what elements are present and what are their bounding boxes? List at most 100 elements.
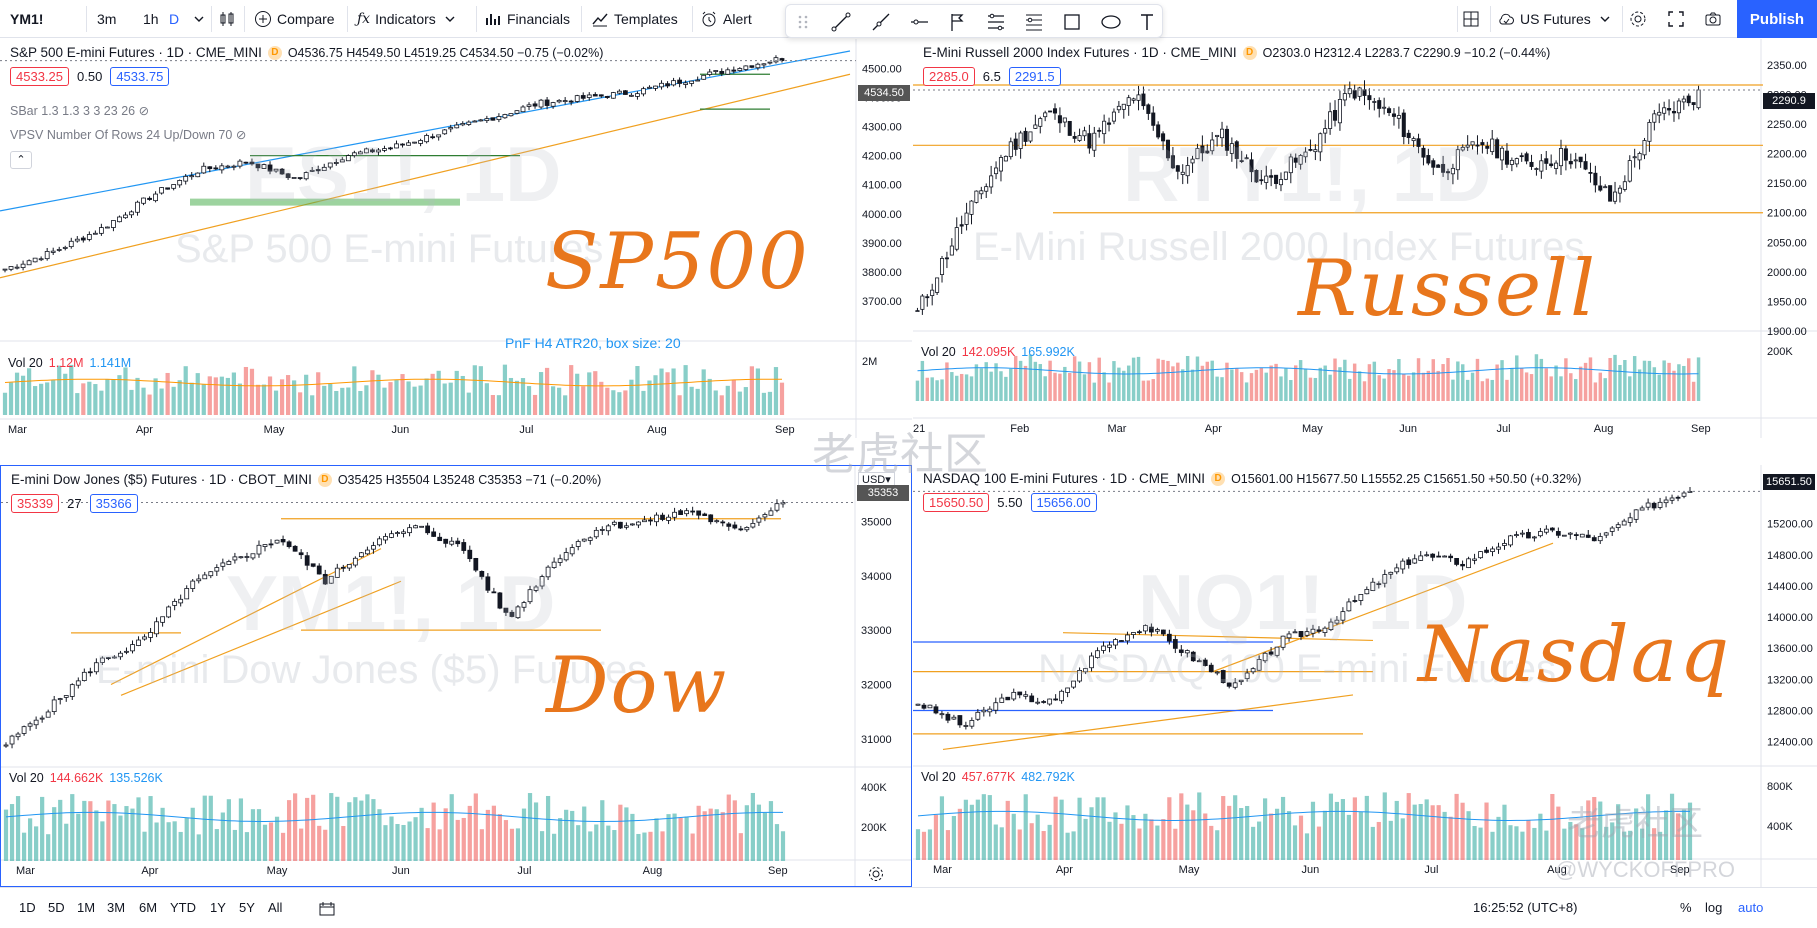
russell-chart-canvas[interactable]: 2350.002300.002250.002200.002150.002100.… (913, 39, 1817, 438)
publish-button[interactable]: Publish (1737, 0, 1817, 38)
bull-candle (1681, 492, 1687, 497)
sbar-indicator-label[interactable]: SBar 1.3 1.3 3 3 23 26 ⊘ (10, 103, 149, 118)
bear-candle (268, 543, 274, 546)
settings-button[interactable] (1629, 0, 1647, 38)
bull-candle (436, 134, 442, 138)
range-5d[interactable]: 5D (48, 900, 65, 915)
interval-1h[interactable]: 1h (143, 0, 159, 38)
volume-bar (605, 387, 610, 415)
auto-toggle[interactable]: auto (1738, 900, 1764, 915)
range-3m[interactable]: 3M (107, 900, 126, 915)
publish-label: Publish (1749, 10, 1805, 28)
volume-bar (1662, 360, 1666, 401)
volume-bar (630, 813, 635, 861)
fib-retracement-icon[interactable] (1023, 11, 1045, 33)
bull-candle (2, 268, 8, 271)
sp500-chart-canvas[interactable]: 4500.004400.004300.004200.004100.004000.… (0, 39, 912, 438)
volume-bar (702, 811, 707, 861)
vpsv-indicator-label[interactable]: VPSV Number Of Rows 24 Up/Down 70 ⊘ (10, 127, 246, 142)
bull-candle (1283, 171, 1288, 180)
bull-candle (460, 123, 466, 126)
chart-pane-dow[interactable]: 35000 34000 33000 32000 31000 400K 200K Mar Apr M… (0, 465, 912, 887)
interval-dropdown[interactable] (190, 0, 208, 38)
chart-pane-sp500[interactable]: 4500.004400.004300.004200.004100.004000.… (0, 39, 912, 438)
snapshot-button[interactable] (1704, 0, 1722, 38)
clock-display[interactable]: 16:25:52 (UTC+8) (1473, 900, 1578, 915)
watchlist-select[interactable]: US Futures (1497, 0, 1614, 38)
bull-candle (1328, 111, 1333, 129)
sp500-bid[interactable]: 4533.25 (10, 67, 69, 86)
volume-bar (171, 386, 176, 415)
financials-button[interactable]: Financials (484, 0, 570, 38)
indicators-button[interactable]: ƒx Indicators (357, 0, 459, 38)
russell-ask[interactable]: 2291.5 (1008, 67, 1061, 86)
sp500-ask[interactable]: 4533.75 (110, 67, 170, 86)
chart-settings-gear-icon[interactable] (867, 865, 885, 883)
volume-bar (576, 825, 581, 861)
eye-off-icon[interactable]: ⊘ (138, 104, 150, 118)
bear-candle (1578, 156, 1583, 163)
collapse-legend-button[interactable]: ⌃ (10, 151, 32, 169)
symbol-search[interactable]: YM1! (10, 0, 43, 38)
bull-candle (466, 121, 472, 125)
parallel-channel-icon[interactable] (985, 11, 1007, 33)
nasdaq-chart-canvas[interactable]: 15200.00 14800.00 14400.00 14000.00 13600.00… (913, 465, 1817, 887)
bull-candle (1220, 128, 1225, 139)
volume-bar (82, 800, 87, 861)
nasdaq-ask[interactable]: 15656.00 (1030, 493, 1097, 512)
dow-bid[interactable]: 35339 (11, 494, 60, 513)
range-1d[interactable]: 1D (19, 900, 36, 915)
goto-date-icon[interactable] (318, 900, 336, 918)
layout-button[interactable] (1462, 0, 1480, 38)
chart-pane-nasdaq[interactable]: 15200.00 14800.00 14400.00 14000.00 13600.00… (913, 465, 1817, 887)
percent-toggle[interactable]: % (1680, 900, 1692, 915)
bull-candle (226, 561, 232, 565)
bull-candle (1558, 148, 1564, 167)
chart-type-button[interactable] (218, 0, 236, 38)
eye-off-icon[interactable]: ⊘ (235, 128, 247, 142)
range-1m[interactable]: 1M (77, 900, 96, 915)
templates-button[interactable]: Templates (591, 0, 678, 38)
volume-bar (1603, 378, 1607, 401)
volume-bar (1343, 359, 1347, 401)
range-5y[interactable]: 5Y (239, 900, 255, 915)
bull-candle (989, 175, 994, 188)
ray-icon[interactable] (870, 11, 892, 33)
russell-bid-ask: 2285.0 6.5 2291.5 (923, 67, 1061, 86)
flag-icon[interactable] (947, 11, 969, 33)
interval-d[interactable]: D (169, 0, 179, 38)
bear-candle (1316, 629, 1322, 632)
trend-line-icon[interactable] (830, 11, 852, 33)
alert-button[interactable]: Alert (700, 0, 752, 38)
bull-candle (1615, 524, 1621, 528)
volume-bar (1348, 378, 1352, 401)
range-6m[interactable]: 6M (139, 900, 158, 915)
range-ytd[interactable]: YTD (170, 900, 196, 915)
interval-3m[interactable]: 3m (97, 0, 116, 38)
horizontal-ray-icon[interactable] (908, 11, 930, 33)
fullscreen-button[interactable] (1667, 0, 1685, 38)
ellipse-icon[interactable] (1100, 11, 1122, 33)
drag-handle-icon[interactable] (792, 11, 814, 33)
bear-candle (1583, 161, 1588, 170)
log-toggle[interactable]: log (1705, 900, 1723, 915)
chart-pane-russell[interactable]: 2350.002300.002250.002200.002150.002100.… (913, 39, 1817, 438)
volume-bar (268, 822, 274, 861)
russell-bid[interactable]: 2285.0 (923, 67, 975, 86)
volume-bar (81, 383, 86, 415)
rectangle-icon[interactable] (1061, 11, 1083, 33)
dow-ask[interactable]: 35366 (89, 494, 138, 513)
nasdaq-bid[interactable]: 15650.50 (923, 493, 990, 512)
compare-button[interactable]: Compare (254, 0, 335, 38)
bull-candle (1232, 682, 1238, 688)
volume-bar (238, 798, 244, 861)
range-all[interactable]: All (268, 900, 283, 915)
bull-candle (8, 266, 14, 270)
volume-bar (1239, 372, 1244, 401)
range-1y[interactable]: 1Y (210, 900, 226, 915)
volume-bar (1122, 370, 1126, 401)
dow-chart-canvas[interactable]: 35000 34000 33000 32000 31000 400K 200K Mar Apr M… (1, 466, 911, 886)
text-tool-icon[interactable] (1136, 11, 1158, 33)
bull-candle (930, 289, 935, 296)
volume-bar (1185, 804, 1190, 860)
